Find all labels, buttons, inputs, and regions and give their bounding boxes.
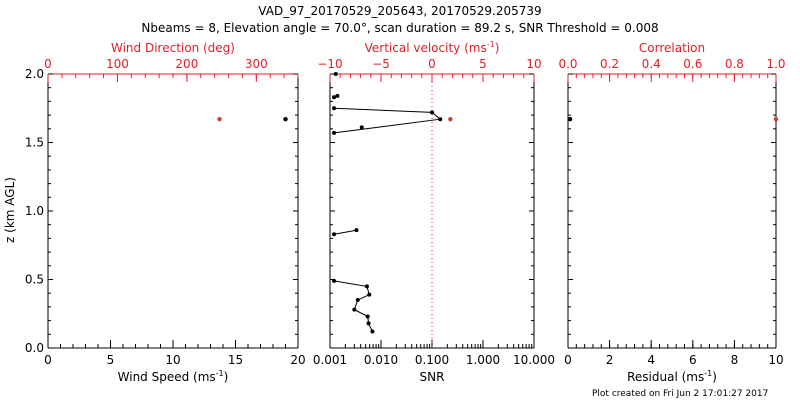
snr-point	[332, 130, 337, 135]
panel-3: 0 2 4 6 8 10 0.0 0.2 0.4 0.6 0.8 1.0 Residual (ms-1)…	[558, 41, 785, 384]
snr-point	[370, 329, 375, 334]
y-tick-label: 0.5	[25, 273, 44, 287]
x-tick-top-label: 100	[106, 57, 129, 71]
x-tick-top-label: 0.4	[642, 57, 661, 71]
panel-2: 0.001 0.010 0.100 1.000 10.000 −10 −5 0 5 10 SNR Ve…	[313, 40, 555, 384]
x-tick-bottom-label: 10.000	[513, 353, 555, 367]
snr-point	[332, 278, 337, 283]
x-axis-label-bottom: Wind Speed (ms-1)	[118, 369, 229, 384]
snr-line	[333, 107, 442, 134]
y-tick-label: 2.0	[25, 67, 44, 81]
x-tick-bottom-label: 5	[107, 353, 115, 367]
snr-point	[367, 292, 372, 297]
x-tick-bottom-label: 0	[44, 353, 52, 367]
data-point	[567, 117, 573, 122]
x-tick-top-label: 0.6	[683, 57, 702, 71]
x-axis-label-top: Correlation	[639, 41, 705, 55]
snr-point	[335, 93, 340, 98]
x-tick-bottom-label: 0	[564, 353, 572, 367]
x-tick-bottom-label: 8	[731, 353, 739, 367]
chart-title: VAD_97_20170529_205643, 20170529.205739	[258, 4, 541, 18]
snr-point	[438, 117, 443, 122]
x-tick-bottom-label: 2	[606, 353, 614, 367]
data-point	[217, 117, 222, 122]
y-tick-label: 1.5	[25, 136, 44, 150]
x-tick-bottom-label: 0.100	[415, 353, 449, 367]
x-tick-bottom-label: 10	[768, 353, 783, 367]
x-axis-label-top: Wind Direction (deg)	[111, 41, 235, 55]
snr-point	[355, 298, 360, 303]
x-tick-bottom-label: 20	[290, 353, 305, 367]
snr-point	[365, 314, 370, 319]
snr-point	[332, 95, 337, 100]
x-tick-bottom-label: 10	[165, 353, 180, 367]
x-tick-top-label: 1.0	[766, 57, 785, 71]
x-tick-bottom-label: 0.001	[313, 353, 347, 367]
y-tick-label: 1.0	[25, 204, 44, 218]
snr-point	[366, 321, 371, 326]
x-tick-bottom-label: 1.000	[466, 353, 500, 367]
x-tick-bottom-label: 6	[689, 353, 697, 367]
x-tick-top-label: 300	[245, 57, 268, 71]
x-tick-top-label: 10	[526, 57, 541, 71]
snr-point	[430, 110, 434, 115]
x-axis-label-bottom: Residual (ms-1)	[627, 369, 717, 384]
y-axis-label: z (km AGL)	[3, 177, 17, 243]
snr-point	[332, 106, 337, 111]
velocity-point	[448, 117, 453, 122]
y-tick-label: 0.0	[25, 341, 44, 355]
snr-point	[333, 72, 338, 76]
x-tick-top-label: 5	[479, 57, 487, 71]
x-tick-top-label: 0.8	[725, 57, 744, 71]
snr-point	[364, 284, 369, 289]
x-axis-label-bottom: SNR	[420, 370, 445, 384]
x-tick-top-label: 0.0	[558, 57, 577, 71]
snr-point	[352, 307, 357, 312]
x-tick-bottom-label: 4	[647, 353, 655, 367]
data-point	[773, 117, 779, 122]
x-tick-bottom-label: 0.010	[364, 353, 398, 367]
plot-footer: Plot created on Fri Jun 2 17:01:27 2017	[592, 389, 768, 399]
x-tick-top-label: −10	[317, 57, 342, 71]
snr-line	[333, 229, 357, 235]
x-tick-top-label: −5	[372, 57, 390, 71]
snr-point	[359, 125, 364, 130]
x-tick-top-label: 0	[428, 57, 436, 71]
x-axis-label-top: Vertical velocity (ms-1)	[365, 40, 500, 55]
x-tick-top-label: 200	[175, 57, 198, 71]
snr-point	[332, 232, 337, 237]
data-point	[283, 117, 288, 122]
chart-subtitle: Nbeams = 8, Elevation angle = 70.0°, sca…	[141, 21, 658, 35]
x-tick-top-label: 0	[44, 57, 52, 71]
x-tick-top-label: 0.2	[600, 57, 619, 71]
x-tick-bottom-label: 15	[228, 353, 243, 367]
snr-point	[354, 228, 359, 233]
